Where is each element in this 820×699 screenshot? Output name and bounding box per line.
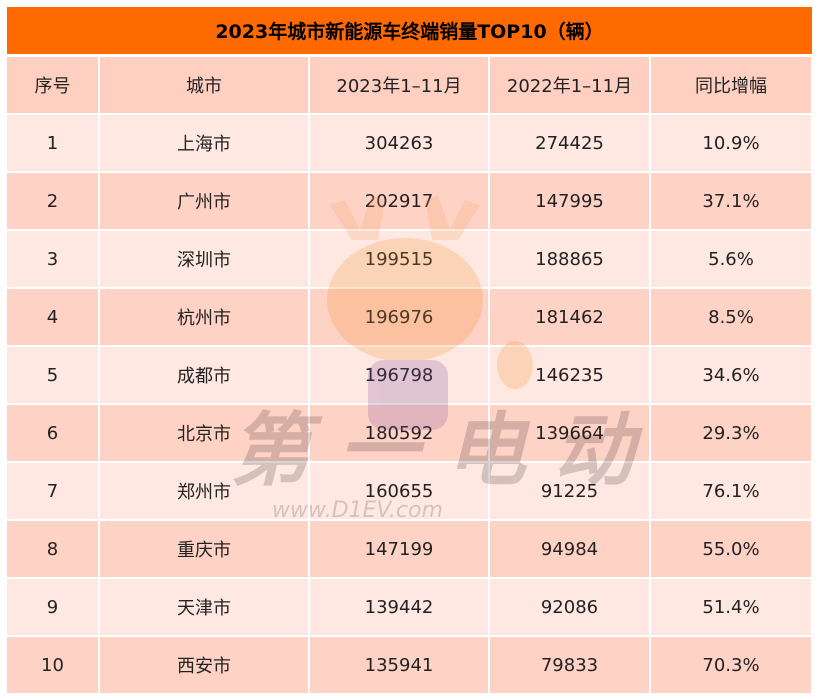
cell-sales-2023: 196798 [309, 346, 490, 405]
column-header-city: 城市 [99, 57, 310, 115]
cell-rank: 9 [7, 578, 100, 637]
cell-sales-2023: 139442 [309, 578, 490, 637]
cell-rank: 10 [7, 636, 100, 695]
table-row: 2 广州市 202917 147995 37.1% [7, 172, 813, 231]
cell-city: 上海市 [99, 114, 310, 173]
cell-rank: 6 [7, 404, 100, 463]
cell-rank: 2 [7, 172, 100, 231]
ranking-table-card: 2023年城市新能源车终端销量TOP10（辆） 序号 城市 2023年1–11月… [7, 7, 813, 696]
table-row: 5 成都市 196798 146235 34.6% [7, 346, 813, 405]
cell-sales-2022: 139664 [489, 404, 651, 463]
table-row: 7 郑州市 160655 91225 76.1% [7, 462, 813, 521]
cell-growth: 37.1% [650, 172, 813, 231]
table-row: 3 深圳市 199515 188865 5.6% [7, 230, 813, 289]
cell-sales-2022: 274425 [489, 114, 651, 173]
cell-sales-2022: 181462 [489, 288, 651, 347]
column-header-rank: 序号 [7, 57, 100, 115]
table-row: 10 西安市 135941 79833 70.3% [7, 636, 813, 695]
cell-growth: 55.0% [650, 520, 813, 579]
cell-growth: 70.3% [650, 636, 813, 695]
column-header-growth: 同比增幅 [650, 57, 813, 115]
cell-rank: 1 [7, 114, 100, 173]
cell-growth: 5.6% [650, 230, 813, 289]
cell-city: 北京市 [99, 404, 310, 463]
cell-city: 杭州市 [99, 288, 310, 347]
sales-table: 序号 城市 2023年1–11月 2022年1–11月 同比增幅 1 上海市 304… [7, 57, 813, 695]
cell-sales-2022: 147995 [489, 172, 651, 231]
cell-rank: 4 [7, 288, 100, 347]
cell-sales-2022: 94984 [489, 520, 651, 579]
cell-sales-2023: 199515 [309, 230, 490, 289]
cell-city: 成都市 [99, 346, 310, 405]
table-row: 8 重庆市 147199 94984 55.0% [7, 520, 813, 579]
cell-city: 深圳市 [99, 230, 310, 289]
cell-growth: 34.6% [650, 346, 813, 405]
cell-sales-2023: 180592 [309, 404, 490, 463]
cell-city: 重庆市 [99, 520, 310, 579]
table-row: 9 天津市 139442 92086 51.4% [7, 578, 813, 637]
cell-growth: 51.4% [650, 578, 813, 637]
cell-growth: 29.3% [650, 404, 813, 463]
cell-city: 天津市 [99, 578, 310, 637]
cell-sales-2022: 79833 [489, 636, 651, 695]
table-title: 2023年城市新能源车终端销量TOP10（辆） [7, 7, 812, 54]
cell-rank: 3 [7, 230, 100, 289]
column-header-2022: 2022年1–11月 [489, 57, 651, 115]
cell-growth: 10.9% [650, 114, 813, 173]
cell-sales-2023: 147199 [309, 520, 490, 579]
cell-sales-2022: 188865 [489, 230, 651, 289]
cell-sales-2022: 91225 [489, 462, 651, 521]
cell-city: 西安市 [99, 636, 310, 695]
cell-sales-2023: 304263 [309, 114, 490, 173]
cell-sales-2023: 196976 [309, 288, 490, 347]
column-header-2023: 2023年1–11月 [309, 57, 490, 115]
cell-sales-2023: 135941 [309, 636, 490, 695]
cell-rank: 5 [7, 346, 100, 405]
table-row: 1 上海市 304263 274425 10.9% [7, 114, 813, 173]
cell-growth: 8.5% [650, 288, 813, 347]
cell-sales-2023: 160655 [309, 462, 490, 521]
table-row: 6 北京市 180592 139664 29.3% [7, 404, 813, 463]
cell-rank: 7 [7, 462, 100, 521]
cell-sales-2022: 146235 [489, 346, 651, 405]
cell-city: 郑州市 [99, 462, 310, 521]
cell-sales-2023: 202917 [309, 172, 490, 231]
cell-rank: 8 [7, 520, 100, 579]
cell-growth: 76.1% [650, 462, 813, 521]
header-row: 序号 城市 2023年1–11月 2022年1–11月 同比增幅 [7, 57, 813, 115]
cell-city: 广州市 [99, 172, 310, 231]
cell-sales-2022: 92086 [489, 578, 651, 637]
table-row: 4 杭州市 196976 181462 8.5% [7, 288, 813, 347]
